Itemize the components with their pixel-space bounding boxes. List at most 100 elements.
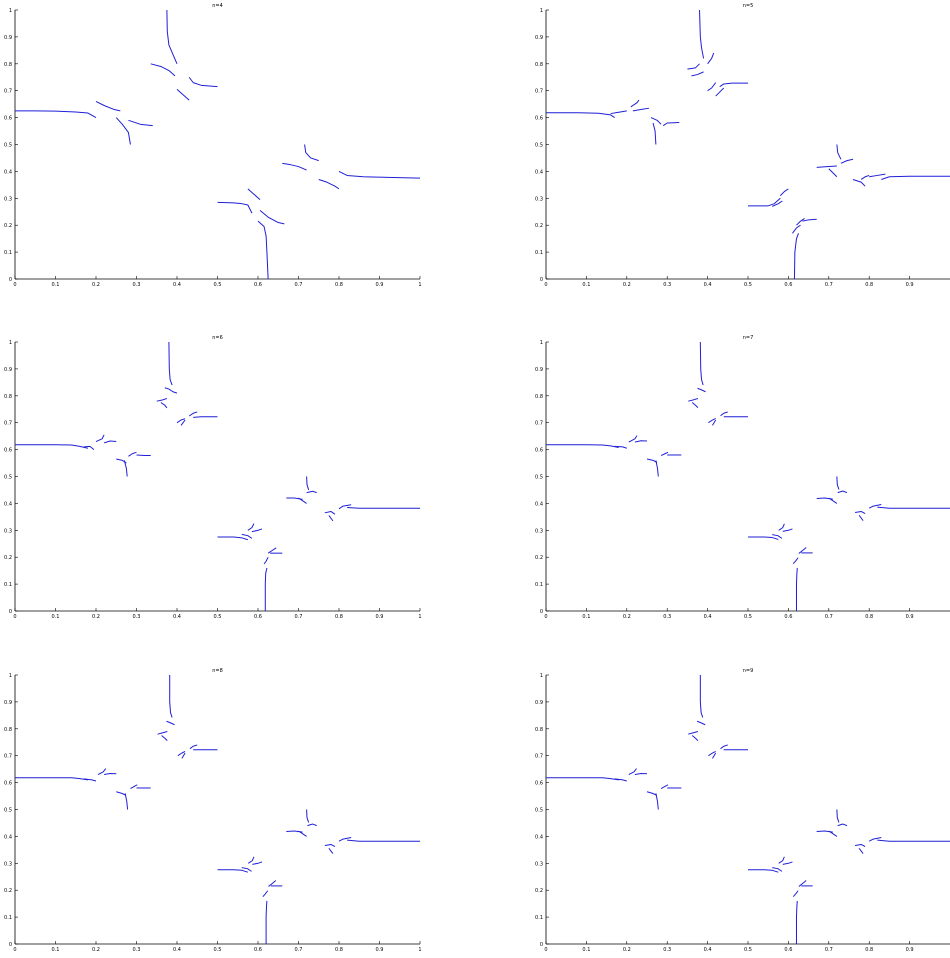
x-tick-label: 0.5 <box>744 282 752 288</box>
y-tick-label: 0.7 <box>4 754 12 760</box>
curve-segment <box>166 720 175 726</box>
curve-segment <box>306 476 310 491</box>
y-tick-label: 1 <box>9 673 12 679</box>
curve-segment <box>160 402 168 409</box>
x-tick-label: 0.6 <box>254 282 262 288</box>
y-tick-label: 0.8 <box>535 727 543 733</box>
x-tick-label: 0.6 <box>254 614 262 620</box>
curve-segment <box>691 402 699 408</box>
curve-segment <box>712 752 717 759</box>
curve-segment <box>699 675 704 718</box>
curve-segment <box>124 793 129 810</box>
x-tick-label: 0.7 <box>825 282 833 288</box>
curve-segment <box>628 768 637 775</box>
curve-segment <box>217 201 253 214</box>
curve-segment <box>259 210 285 225</box>
y-tick-label: 0.6 <box>4 116 12 122</box>
curve-segment <box>795 567 798 611</box>
curve-segment <box>795 900 798 944</box>
curve-segment <box>264 567 268 611</box>
x-tick-label: 0.2 <box>92 282 100 288</box>
curve-segment <box>858 847 864 854</box>
curve-segment <box>836 144 842 160</box>
curve-segment <box>688 731 699 735</box>
curve-segment <box>869 173 886 178</box>
curve-segment <box>265 900 268 944</box>
curve-segment <box>688 398 699 402</box>
curve-segment <box>792 224 801 234</box>
curve-segment <box>772 200 783 207</box>
curve-segment <box>660 784 669 789</box>
y-tick-label: 0.8 <box>535 394 543 400</box>
x-tick-label: 0.4 <box>173 282 181 288</box>
curve-segment <box>282 162 307 171</box>
curve-segment <box>181 752 186 759</box>
curve-segment <box>150 63 176 77</box>
curve-segment <box>779 188 789 196</box>
y-tick-label: 0.2 <box>535 223 543 229</box>
subplot-title: n=5 <box>743 3 754 9</box>
curve-segment <box>103 440 117 444</box>
curve-segment <box>614 445 627 449</box>
x-tick-label: 0.2 <box>623 282 631 288</box>
x-tick-label: 0.1 <box>582 282 590 288</box>
curve-segment <box>188 411 198 417</box>
curve-segment <box>748 197 781 207</box>
curve-segment <box>247 523 255 531</box>
subplot-2: n=5 0 0.1 0.2 0.3 0.4 0.5 0.6 0.7 0.8 0.9 0 0.1 0.2 0.… <box>535 3 950 288</box>
y-tick-label: 0.5 <box>535 808 543 814</box>
curve-segment <box>169 675 173 718</box>
x-tick-label: 0.7 <box>295 947 303 953</box>
curve-segment <box>691 71 704 77</box>
curve-segment <box>176 88 190 101</box>
curve-segment <box>793 233 799 280</box>
y-tick-label: 0 <box>540 277 543 283</box>
curve-segment <box>881 175 950 180</box>
x-tick-label: 0.3 <box>133 947 141 953</box>
y-tick-label: 0.5 <box>535 475 543 481</box>
curve-segment <box>719 82 748 88</box>
curve-segment <box>83 778 97 782</box>
y-tick-label: 0.6 <box>535 448 543 454</box>
curve-segment <box>263 556 269 565</box>
x-tick-label: 0.9 <box>906 282 914 288</box>
curve-segment <box>720 411 728 417</box>
subplot-5: n=8 0 0.1 0.2 0.3 0.4 0.5 0.6 0.7 0.8 0.9 1 0 0.1 0.2 0… <box>4 668 422 953</box>
curve-segment <box>347 839 420 842</box>
curve-segment <box>217 536 249 541</box>
curve-segment <box>662 121 680 127</box>
x-tick-label: 0.8 <box>335 947 343 953</box>
y-tick-label: 0.8 <box>4 727 12 733</box>
curve-segment <box>324 843 336 848</box>
y-tick-label: 0.3 <box>4 528 12 534</box>
curve-segment <box>262 890 269 897</box>
y-tick-label: 0.8 <box>4 62 12 68</box>
y-tick-label: 0.1 <box>4 582 12 588</box>
x-tick-label: 0.3 <box>663 947 671 953</box>
curve-segment <box>177 750 186 757</box>
x-tick-label: 0.4 <box>173 947 181 953</box>
x-tick-label: 0.1 <box>582 947 590 953</box>
x-tick-label: 0.5 <box>744 614 752 620</box>
curve-segment <box>837 490 848 494</box>
curve-segment <box>116 791 127 796</box>
x-tick-label: 0.3 <box>663 282 671 288</box>
curve-segment <box>180 419 186 426</box>
y-tick-label: 0.3 <box>535 528 543 534</box>
y-tick-label: 0.9 <box>535 35 543 41</box>
curve-segment <box>836 809 840 823</box>
curve-segment <box>97 768 107 775</box>
x-tick-label: 0.1 <box>582 614 590 620</box>
curve-segment <box>614 778 627 782</box>
curve-segment <box>15 777 88 781</box>
y-tick-label: 0 <box>540 609 543 615</box>
curve-segment <box>130 784 138 789</box>
curve-segment <box>720 744 728 750</box>
x-tick-label: 0.3 <box>133 282 141 288</box>
curve-segment <box>634 440 648 443</box>
y-tick-label: 0.2 <box>4 555 12 561</box>
curve-segment <box>306 809 310 823</box>
y-tick-label: 0.9 <box>535 700 543 706</box>
y-tick-label: 1 <box>9 340 12 346</box>
